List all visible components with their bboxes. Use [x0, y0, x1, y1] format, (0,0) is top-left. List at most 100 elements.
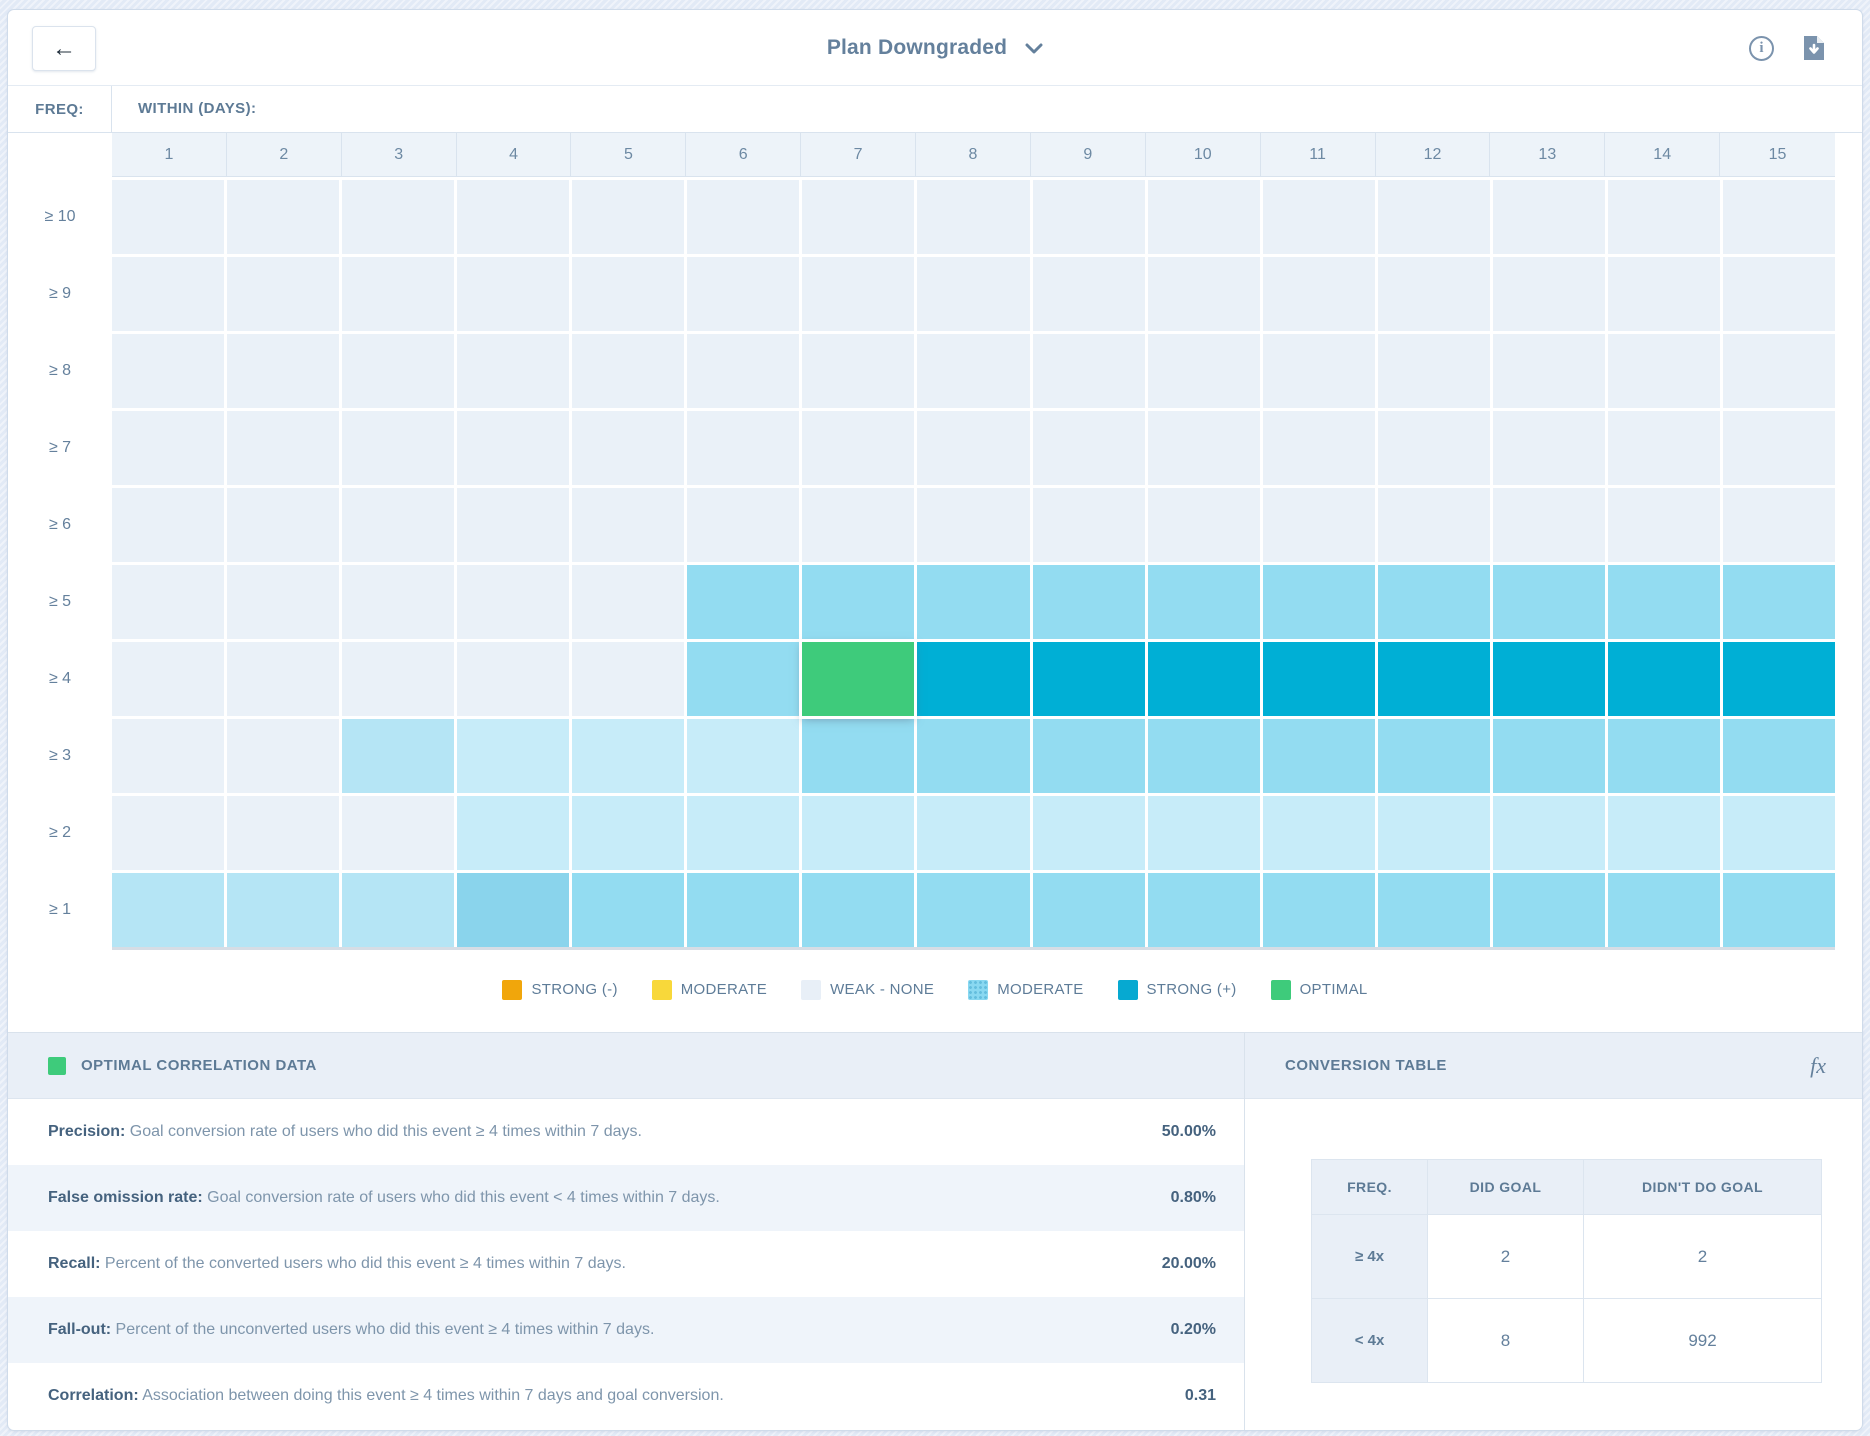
heatmap-cell[interactable]	[802, 873, 915, 947]
heatmap-cell[interactable]	[227, 411, 340, 485]
heatmap-cell[interactable]	[687, 334, 800, 408]
heatmap-cell[interactable]	[1722, 796, 1835, 870]
heatmap-cell[interactable]	[1722, 719, 1835, 793]
heatmap-cell[interactable]	[572, 334, 685, 408]
heatmap-cell[interactable]	[687, 488, 800, 562]
heatmap-cell[interactable]	[112, 873, 225, 947]
heatmap-cell[interactable]	[572, 411, 685, 485]
heatmap-cell[interactable]	[1492, 873, 1605, 947]
heatmap-cell[interactable]	[342, 642, 455, 716]
heatmap-cell[interactable]	[917, 719, 1030, 793]
heatmap-cell[interactable]	[1262, 796, 1375, 870]
heatmap-cell[interactable]	[1032, 565, 1145, 639]
heatmap-cell[interactable]	[227, 488, 340, 562]
heatmap-cell[interactable]	[1377, 796, 1490, 870]
heatmap-cell[interactable]	[342, 180, 455, 254]
heatmap-cell[interactable]	[1262, 411, 1375, 485]
heatmap-cell[interactable]	[1607, 719, 1720, 793]
title-dropdown[interactable]: Plan Downgraded	[8, 10, 1862, 86]
heatmap-cell[interactable]	[1722, 334, 1835, 408]
heatmap-cell[interactable]	[1262, 488, 1375, 562]
heatmap-cell[interactable]	[112, 642, 225, 716]
heatmap-cell[interactable]	[802, 411, 915, 485]
heatmap-cell[interactable]	[342, 796, 455, 870]
heatmap-cell[interactable]	[1722, 411, 1835, 485]
heatmap-cell[interactable]	[1262, 565, 1375, 639]
heatmap-cell[interactable]	[227, 180, 340, 254]
heatmap-cell[interactable]	[802, 488, 915, 562]
heatmap-cell[interactable]	[687, 257, 800, 331]
heatmap-cell[interactable]	[1032, 257, 1145, 331]
heatmap-cell[interactable]	[1722, 873, 1835, 947]
heatmap-cell[interactable]	[342, 719, 455, 793]
heatmap-cell[interactable]	[1262, 334, 1375, 408]
heatmap-cell[interactable]	[1147, 719, 1260, 793]
heatmap-cell[interactable]	[227, 873, 340, 947]
heatmap-cell[interactable]	[112, 565, 225, 639]
heatmap-cell[interactable]	[1377, 257, 1490, 331]
heatmap-cell[interactable]	[917, 565, 1030, 639]
heatmap-cell[interactable]	[917, 488, 1030, 562]
heatmap-cell[interactable]	[227, 796, 340, 870]
heatmap-cell[interactable]	[1377, 180, 1490, 254]
heatmap-cell[interactable]	[1147, 565, 1260, 639]
heatmap-cell[interactable]	[1492, 719, 1605, 793]
heatmap-cell[interactable]	[1377, 411, 1490, 485]
heatmap-cell[interactable]	[1607, 642, 1720, 716]
heatmap-cell[interactable]	[1147, 796, 1260, 870]
heatmap-cell[interactable]	[1032, 719, 1145, 793]
heatmap-cell[interactable]	[572, 180, 685, 254]
heatmap-cell[interactable]	[802, 180, 915, 254]
heatmap-cell[interactable]	[457, 719, 570, 793]
heatmap-cell[interactable]	[687, 796, 800, 870]
heatmap-cell[interactable]	[1032, 180, 1145, 254]
heatmap-cell[interactable]	[1032, 873, 1145, 947]
heatmap-cell[interactable]	[342, 565, 455, 639]
heatmap-cell[interactable]	[1262, 873, 1375, 947]
heatmap-cell[interactable]	[112, 796, 225, 870]
heatmap-cell[interactable]	[687, 180, 800, 254]
heatmap-cell[interactable]	[1147, 257, 1260, 331]
heatmap-cell[interactable]	[1377, 642, 1490, 716]
heatmap-cell[interactable]	[1032, 796, 1145, 870]
heatmap-cell[interactable]	[1607, 565, 1720, 639]
heatmap-cell[interactable]	[457, 796, 570, 870]
heatmap-cell[interactable]	[1032, 642, 1145, 716]
heatmap-cell[interactable]	[572, 719, 685, 793]
heatmap-cell[interactable]	[457, 565, 570, 639]
heatmap-cell[interactable]	[1262, 642, 1375, 716]
heatmap-cell[interactable]	[1032, 334, 1145, 408]
heatmap-cell[interactable]	[1262, 257, 1375, 331]
heatmap-cell[interactable]	[457, 334, 570, 408]
heatmap-cell[interactable]	[1262, 719, 1375, 793]
heatmap-cell[interactable]	[1147, 411, 1260, 485]
heatmap-cell[interactable]	[572, 565, 685, 639]
heatmap-cell[interactable]	[572, 488, 685, 562]
heatmap-cell[interactable]	[1147, 642, 1260, 716]
heatmap-cell[interactable]	[687, 719, 800, 793]
heatmap-cell[interactable]	[1377, 488, 1490, 562]
heatmap-cell[interactable]	[687, 411, 800, 485]
heatmap-cell[interactable]	[457, 642, 570, 716]
heatmap-cell[interactable]	[917, 873, 1030, 947]
heatmap-cell[interactable]	[342, 488, 455, 562]
heatmap-cell[interactable]	[1607, 257, 1720, 331]
heatmap-cell[interactable]	[227, 334, 340, 408]
heatmap-cell[interactable]	[1607, 796, 1720, 870]
heatmap-cell[interactable]	[457, 180, 570, 254]
heatmap-cell[interactable]	[227, 642, 340, 716]
heatmap-cell[interactable]	[457, 411, 570, 485]
heatmap-cell[interactable]	[457, 873, 570, 947]
heatmap-cell[interactable]	[802, 796, 915, 870]
heatmap-cell[interactable]	[1607, 180, 1720, 254]
heatmap-cell[interactable]	[917, 334, 1030, 408]
heatmap-cell[interactable]	[917, 796, 1030, 870]
heatmap-cell[interactable]	[917, 642, 1030, 716]
heatmap-cell[interactable]	[1722, 488, 1835, 562]
heatmap-cell[interactable]	[917, 411, 1030, 485]
heatmap-cell[interactable]	[572, 257, 685, 331]
heatmap-cell[interactable]	[1722, 257, 1835, 331]
heatmap-cell[interactable]	[342, 873, 455, 947]
heatmap-cell[interactable]	[802, 719, 915, 793]
heatmap-cell-optimal[interactable]	[802, 642, 915, 716]
